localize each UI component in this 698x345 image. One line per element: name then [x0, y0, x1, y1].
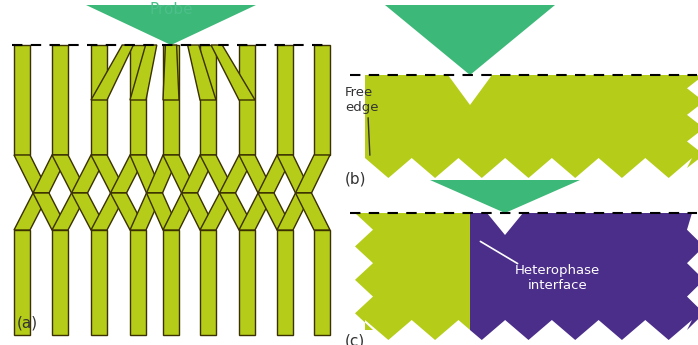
Polygon shape	[430, 180, 580, 213]
Polygon shape	[14, 230, 30, 335]
Polygon shape	[52, 230, 68, 335]
Polygon shape	[130, 45, 146, 155]
Polygon shape	[86, 5, 256, 45]
Polygon shape	[200, 155, 235, 193]
Polygon shape	[200, 193, 235, 230]
Polygon shape	[130, 193, 163, 230]
Polygon shape	[277, 45, 293, 155]
Polygon shape	[181, 155, 216, 193]
Text: (b): (b)	[345, 171, 366, 186]
Polygon shape	[355, 213, 482, 340]
Polygon shape	[52, 45, 68, 155]
Polygon shape	[200, 45, 216, 155]
Polygon shape	[91, 45, 133, 100]
Polygon shape	[314, 230, 330, 335]
Polygon shape	[385, 5, 555, 75]
Text: (c): (c)	[345, 333, 365, 345]
Polygon shape	[163, 230, 179, 335]
Text: Free
edge: Free edge	[345, 86, 378, 114]
Text: Probe: Probe	[149, 2, 193, 17]
Polygon shape	[239, 155, 274, 193]
Polygon shape	[91, 193, 126, 230]
Polygon shape	[239, 230, 255, 335]
Polygon shape	[12, 45, 330, 335]
Polygon shape	[163, 193, 198, 230]
Polygon shape	[33, 193, 68, 230]
Polygon shape	[211, 45, 255, 100]
Polygon shape	[91, 45, 107, 155]
Polygon shape	[110, 193, 146, 230]
Polygon shape	[91, 155, 126, 193]
Polygon shape	[71, 193, 107, 230]
Polygon shape	[277, 193, 311, 230]
Polygon shape	[52, 193, 87, 230]
Polygon shape	[239, 193, 274, 230]
Polygon shape	[258, 155, 293, 193]
Polygon shape	[110, 155, 146, 193]
Polygon shape	[147, 193, 179, 230]
Polygon shape	[14, 193, 49, 230]
Polygon shape	[295, 193, 330, 230]
Polygon shape	[470, 213, 698, 340]
Polygon shape	[130, 45, 157, 100]
Text: Heterophase
interface: Heterophase interface	[515, 264, 600, 292]
Polygon shape	[219, 155, 255, 193]
Polygon shape	[314, 45, 330, 155]
Polygon shape	[188, 45, 216, 100]
Polygon shape	[130, 155, 163, 193]
Polygon shape	[181, 193, 216, 230]
Polygon shape	[147, 155, 179, 193]
Polygon shape	[33, 155, 68, 193]
Polygon shape	[295, 155, 330, 193]
Polygon shape	[71, 155, 107, 193]
Polygon shape	[91, 230, 107, 335]
Polygon shape	[277, 230, 293, 335]
Text: (a): (a)	[17, 315, 38, 330]
Polygon shape	[163, 45, 179, 100]
Polygon shape	[14, 45, 30, 155]
Polygon shape	[52, 155, 87, 193]
Polygon shape	[163, 45, 179, 155]
Polygon shape	[163, 155, 198, 193]
Polygon shape	[14, 155, 49, 193]
Polygon shape	[365, 75, 698, 178]
Polygon shape	[239, 45, 255, 155]
Polygon shape	[258, 193, 293, 230]
Polygon shape	[219, 193, 255, 230]
Polygon shape	[130, 230, 146, 335]
Polygon shape	[277, 155, 311, 193]
Polygon shape	[200, 230, 216, 335]
